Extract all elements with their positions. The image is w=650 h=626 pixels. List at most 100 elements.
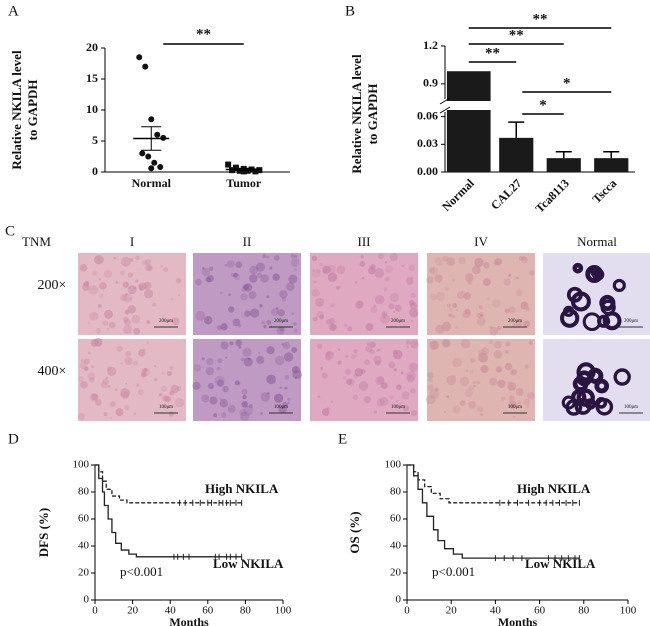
- tissue-texture: [322, 265, 331, 274]
- tissue-texture: [426, 276, 434, 284]
- tissue-texture: [241, 401, 249, 408]
- tissue-texture: [286, 282, 295, 291]
- x-tick-label: 20: [446, 605, 458, 617]
- tissue-texture: [288, 274, 298, 284]
- tissue-texture: [279, 290, 288, 299]
- tissue-texture: [91, 365, 94, 369]
- row-label: 400×: [38, 364, 67, 379]
- tissue-texture: [284, 374, 290, 380]
- significance-label: **: [485, 45, 500, 61]
- tissue-texture: [311, 255, 318, 261]
- tissue-texture: [124, 318, 131, 326]
- column-header: Normal: [577, 234, 617, 249]
- tissue-texture: [135, 255, 140, 261]
- significance-label: **: [509, 27, 524, 43]
- tissue-texture: [479, 413, 484, 417]
- annotation: p<0.001: [120, 564, 163, 579]
- tissue-texture: [143, 289, 154, 299]
- tissue-texture: [255, 262, 266, 272]
- tissue-texture: [266, 295, 270, 299]
- tissue-texture: [244, 310, 251, 317]
- tissue-texture: [220, 341, 229, 350]
- tissue-texture: [213, 413, 218, 418]
- tissue-texture: [480, 314, 484, 318]
- tissue-texture: [452, 405, 461, 414]
- tissue-texture: [506, 362, 509, 365]
- tissue-texture: [428, 378, 433, 383]
- tissue-texture: [209, 266, 214, 271]
- tissue-texture: [224, 263, 228, 267]
- tissue-texture: [115, 281, 119, 284]
- y-axis-label: Relative NKILA level: [9, 50, 24, 170]
- scale-bar-label: 200μm: [159, 319, 173, 324]
- tissue-texture: [275, 307, 279, 311]
- tissue-texture: [467, 402, 470, 405]
- tissue-texture: [325, 350, 335, 360]
- tissue-texture: [243, 405, 254, 416]
- tissue-texture: [158, 392, 163, 397]
- annotation: p<0.001: [432, 564, 475, 579]
- tissue-texture: [133, 327, 141, 335]
- tissue-texture: [489, 327, 499, 336]
- tissue-texture: [376, 348, 380, 352]
- scale-bar-label: 100μm: [508, 405, 522, 410]
- tissue-texture: [133, 412, 137, 416]
- tissue-texture: [335, 285, 341, 290]
- tissue-texture: [207, 383, 215, 390]
- tissue-texture: [369, 264, 376, 271]
- y-tick-label: 0: [92, 164, 98, 178]
- tissue-texture: [489, 377, 498, 386]
- tissue-texture: [240, 357, 245, 362]
- tissue-texture: [476, 312, 482, 318]
- break-mark: [439, 106, 451, 114]
- tissue-texture: [90, 338, 99, 347]
- tissue-texture: [176, 385, 182, 391]
- tissue-texture: [525, 307, 530, 311]
- tissue-texture: [373, 304, 377, 308]
- tissue-texture: [293, 328, 298, 333]
- y-tick-label: 15: [86, 71, 98, 85]
- tissue-texture: [242, 395, 247, 400]
- tissue-texture: [476, 317, 486, 326]
- tissue-texture: [400, 371, 404, 375]
- tissue-texture: [369, 341, 376, 348]
- column-header: III: [358, 234, 371, 249]
- tissue-texture: [87, 351, 91, 355]
- x-tick-label: Tumor: [226, 176, 262, 190]
- tissue-texture: [429, 340, 439, 350]
- tissue-texture: [468, 401, 477, 409]
- tissue-texture: [382, 316, 386, 320]
- column-header: IV: [474, 234, 488, 249]
- tissue-texture: [409, 308, 419, 318]
- tissue-texture: [360, 369, 366, 374]
- tissue-texture: [97, 304, 102, 308]
- tissue-texture: [458, 256, 466, 265]
- tissue-texture: [152, 302, 157, 307]
- tissue-texture: [274, 355, 285, 366]
- tissue-texture: [171, 317, 180, 326]
- tissue-texture: [523, 320, 531, 328]
- tissue-texture: [477, 406, 484, 413]
- tissue-texture: [365, 323, 374, 331]
- tissue-texture: [381, 311, 388, 318]
- tissue-texture: [229, 341, 234, 346]
- tissue-texture: [284, 386, 288, 390]
- tissue-texture: [292, 321, 297, 326]
- scale-bar-label: 200μm: [391, 319, 405, 324]
- tissue-texture: [461, 290, 465, 294]
- tissue-texture: [390, 292, 400, 303]
- y-tick-label: 40: [390, 540, 402, 552]
- tissue-texture: [125, 382, 128, 385]
- tissue-texture: [427, 384, 435, 391]
- tissue-texture: [260, 274, 269, 283]
- tissue-texture: [377, 253, 384, 260]
- tissue-texture: [350, 354, 357, 360]
- tissue-texture: [371, 264, 376, 269]
- tissue-texture: [408, 362, 419, 372]
- tissue-texture: [505, 341, 511, 347]
- tissue-texture: [441, 321, 452, 332]
- tissue-texture: [394, 304, 402, 312]
- tissue-texture: [452, 302, 458, 309]
- bar: [594, 158, 629, 172]
- column-header: I: [130, 234, 134, 249]
